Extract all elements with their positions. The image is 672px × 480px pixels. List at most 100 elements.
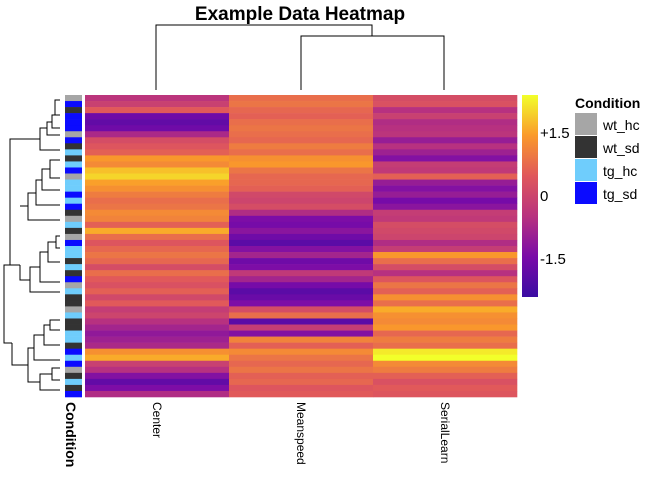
heatmap-cell bbox=[373, 119, 518, 126]
heatmap-cell bbox=[229, 336, 374, 343]
legend-title: Condition bbox=[575, 95, 640, 111]
column-dendrogram bbox=[155, 24, 445, 90]
heatmap-cell bbox=[85, 221, 230, 229]
heatmap-cell bbox=[373, 276, 518, 283]
color-scale-tick-label: +1.5 bbox=[540, 125, 570, 142]
heatmap-cell bbox=[85, 312, 230, 319]
legend-swatch-tg-sd bbox=[575, 182, 597, 204]
heatmap-cell bbox=[229, 246, 374, 253]
annotation-cell bbox=[65, 101, 82, 108]
heatmap-cell bbox=[229, 342, 374, 349]
heatmap-cell bbox=[85, 209, 230, 217]
heatmap-cell bbox=[229, 185, 374, 192]
annotation-cell bbox=[65, 342, 82, 349]
annotation-cell bbox=[65, 155, 82, 162]
annotation-cell bbox=[65, 131, 82, 138]
dendrogram-branch bbox=[27, 192, 60, 221]
heatmap-cell bbox=[229, 276, 374, 283]
annotation-cell bbox=[65, 221, 82, 229]
dendrogram-branch bbox=[43, 324, 60, 346]
heatmap-cell bbox=[229, 378, 374, 386]
dendrogram-branch bbox=[155, 24, 373, 90]
annotation-cell bbox=[65, 288, 82, 295]
heatmap-cell bbox=[85, 215, 230, 223]
annotation-cell bbox=[65, 384, 82, 392]
legend-swatch-tg-hc bbox=[575, 159, 597, 181]
annotation-cell bbox=[65, 336, 82, 343]
heatmap-cell bbox=[229, 137, 374, 144]
color-scale-tick-label: 0 bbox=[540, 188, 548, 205]
legend-label-wt-sd: wt_sd bbox=[602, 140, 640, 156]
heatmap-cell bbox=[85, 348, 230, 356]
heatmap-cell bbox=[373, 155, 518, 162]
heatmap-cell bbox=[373, 342, 518, 349]
legend-label-tg-hc: tg_hc bbox=[603, 163, 637, 179]
heatmap-cell bbox=[229, 306, 374, 313]
heatmap-cell bbox=[85, 258, 230, 265]
annotation-cell bbox=[65, 197, 82, 205]
heatmap-cell bbox=[229, 390, 374, 398]
heatmap-cell bbox=[85, 173, 230, 180]
heatmap-cells bbox=[85, 95, 518, 398]
dendrogram-branch bbox=[47, 241, 60, 263]
heatmap-cell bbox=[373, 294, 518, 301]
heatmap-cell bbox=[85, 239, 230, 247]
heatmap-cell bbox=[373, 167, 518, 174]
heatmap-cell bbox=[373, 125, 518, 132]
heatmap-cell bbox=[229, 288, 374, 295]
annotation-cell bbox=[65, 125, 82, 132]
heatmap-cell bbox=[85, 227, 230, 235]
annotation-cell bbox=[65, 137, 82, 144]
heatmap-cell bbox=[85, 306, 230, 313]
heatmap-cell bbox=[229, 191, 374, 198]
heatmap-cell bbox=[373, 300, 518, 307]
annotation-cell bbox=[65, 270, 82, 277]
annotation-cell bbox=[65, 173, 82, 180]
heatmap-cell bbox=[229, 95, 374, 102]
heatmap-cell bbox=[85, 300, 230, 307]
heatmap-cell bbox=[85, 282, 230, 289]
heatmap-cell bbox=[373, 324, 518, 331]
heatmap-cell bbox=[229, 360, 374, 368]
heatmap-cell bbox=[373, 191, 518, 198]
heatmap-cell bbox=[229, 227, 374, 235]
dendrogram-branch bbox=[39, 373, 60, 391]
heatmap-cell bbox=[373, 173, 518, 180]
heatmap-cell bbox=[373, 185, 518, 192]
annotation-cell bbox=[65, 282, 82, 289]
dendrogram-branch bbox=[11, 343, 28, 366]
heatmap-cell bbox=[373, 246, 518, 253]
heatmap-cell bbox=[85, 366, 230, 374]
heatmap-cell bbox=[85, 324, 230, 331]
heatmap-cell bbox=[85, 167, 230, 174]
heatmap-cell bbox=[373, 372, 518, 380]
heatmap-cell bbox=[229, 318, 374, 325]
dendrogram-branch bbox=[33, 334, 60, 361]
annotation-cell bbox=[65, 264, 82, 271]
heatmap-cell bbox=[229, 221, 374, 229]
annotation-cell bbox=[65, 107, 82, 114]
heatmap-cell bbox=[373, 306, 518, 313]
heatmap-cell bbox=[229, 270, 374, 277]
annotation-cell bbox=[65, 330, 82, 337]
heatmap-cell bbox=[373, 239, 518, 247]
heatmap-cell bbox=[85, 179, 230, 186]
heatmap-cell bbox=[229, 264, 374, 271]
annotation-cell bbox=[65, 179, 82, 186]
heatmap-cell bbox=[229, 197, 374, 205]
annotation-cell bbox=[65, 203, 82, 211]
heatmap-cell bbox=[373, 215, 518, 223]
heatmap-cell bbox=[373, 366, 518, 374]
annotation-cell bbox=[65, 239, 82, 247]
column-label-meanspeed: Meanspeed bbox=[294, 402, 308, 465]
color-scale-gradient bbox=[522, 95, 538, 297]
heatmap-cell bbox=[85, 276, 230, 283]
legend-swatch-wt-sd bbox=[575, 136, 597, 158]
heatmap-cell bbox=[85, 161, 230, 168]
heatmap-cell bbox=[229, 113, 374, 120]
annotation-cell bbox=[65, 246, 82, 253]
heatmap-cell bbox=[229, 101, 374, 108]
dendrogram-branch bbox=[49, 319, 60, 331]
heatmap-cell bbox=[373, 197, 518, 205]
